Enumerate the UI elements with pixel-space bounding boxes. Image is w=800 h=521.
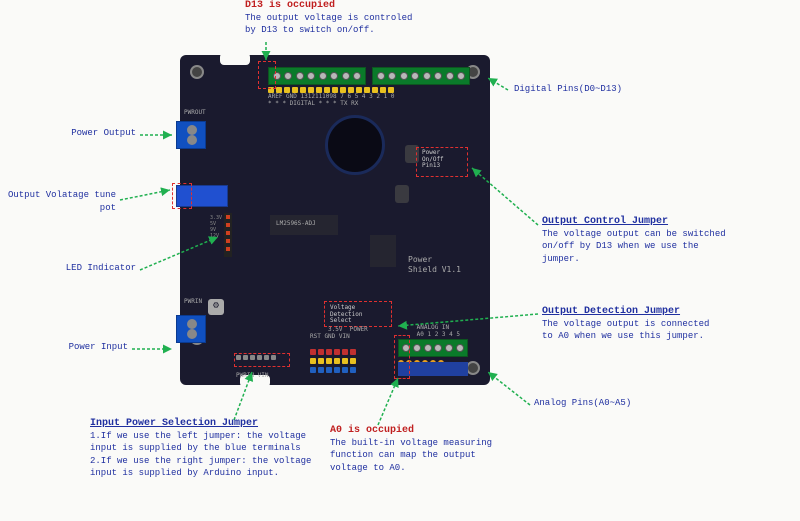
digital-header-2 [372, 67, 470, 85]
silk-analog-header: ANALOG IN A0 1 2 3 4 5 [417, 324, 460, 338]
mounting-hole [466, 361, 480, 375]
pwrin-highlight [234, 353, 290, 367]
callout-digital-pins: Digital Pins(D0~D13) [514, 84, 622, 97]
power-row-red [310, 349, 380, 355]
silk-pwrout: PWROUT [184, 109, 206, 116]
led-strip [224, 213, 232, 257]
tune-highlight [172, 183, 192, 209]
capacitor [395, 185, 409, 203]
callout-power-input: Power Input [50, 342, 128, 355]
silk-voltdet: Voltage Detection Select [330, 305, 363, 325]
silk-pwronoff: Power On/Off Pin13 [422, 150, 444, 170]
mounting-hole [190, 65, 204, 79]
silk-lm: LM2596S-ADJ [276, 220, 316, 227]
callout-analog-pins: Analog Pins(A0~A5) [534, 398, 631, 411]
small-chip [370, 235, 396, 267]
dfrobot-logo: ⚙ [208, 299, 224, 315]
pcb-board: ⚙ AREF GND 1312111098 7 6 5 4 3 2 1 0 * … [180, 55, 490, 385]
d13-highlight [258, 61, 276, 89]
callout-output-detection: Output Detection Jumper The voltage outp… [542, 306, 722, 344]
power-input-terminal [176, 315, 206, 343]
silk-pwrin: PWRIN [184, 298, 202, 305]
callout-a0: A0 is occupied The built-in voltage meas… [330, 425, 500, 475]
power-output-terminal [176, 121, 206, 149]
callout-tune-pot: Output Volatage tune pot [6, 190, 116, 215]
callout-input-selection: Input Power Selection Jumper 1.If we use… [90, 418, 320, 481]
callout-output-control: Output Control Jumper The voltage output… [542, 216, 732, 266]
inductor [325, 115, 385, 175]
silk-voltage-values: 3.3V 5V 9V 12V [210, 215, 222, 239]
silk-shield: Power Shield V1.1 [408, 255, 461, 274]
digital-header-1 [268, 67, 366, 85]
callout-led: LED Indicator [40, 263, 136, 276]
power-row-yellow [310, 358, 380, 364]
power-row-blue [310, 367, 380, 373]
silk-digital-labels: AREF GND 1312111098 7 6 5 4 3 2 1 0 * * … [268, 93, 394, 107]
a0-highlight [394, 335, 410, 379]
callout-d13: D13 is occupied The output voltage is co… [245, 0, 415, 38]
silk-power-header: 3.5V POWER RST GND VIN [310, 326, 368, 340]
board-notch [220, 53, 250, 65]
callout-power-output: Power Output [54, 128, 136, 141]
silk-pwrin-vin: PWRIN VIN [236, 372, 269, 379]
